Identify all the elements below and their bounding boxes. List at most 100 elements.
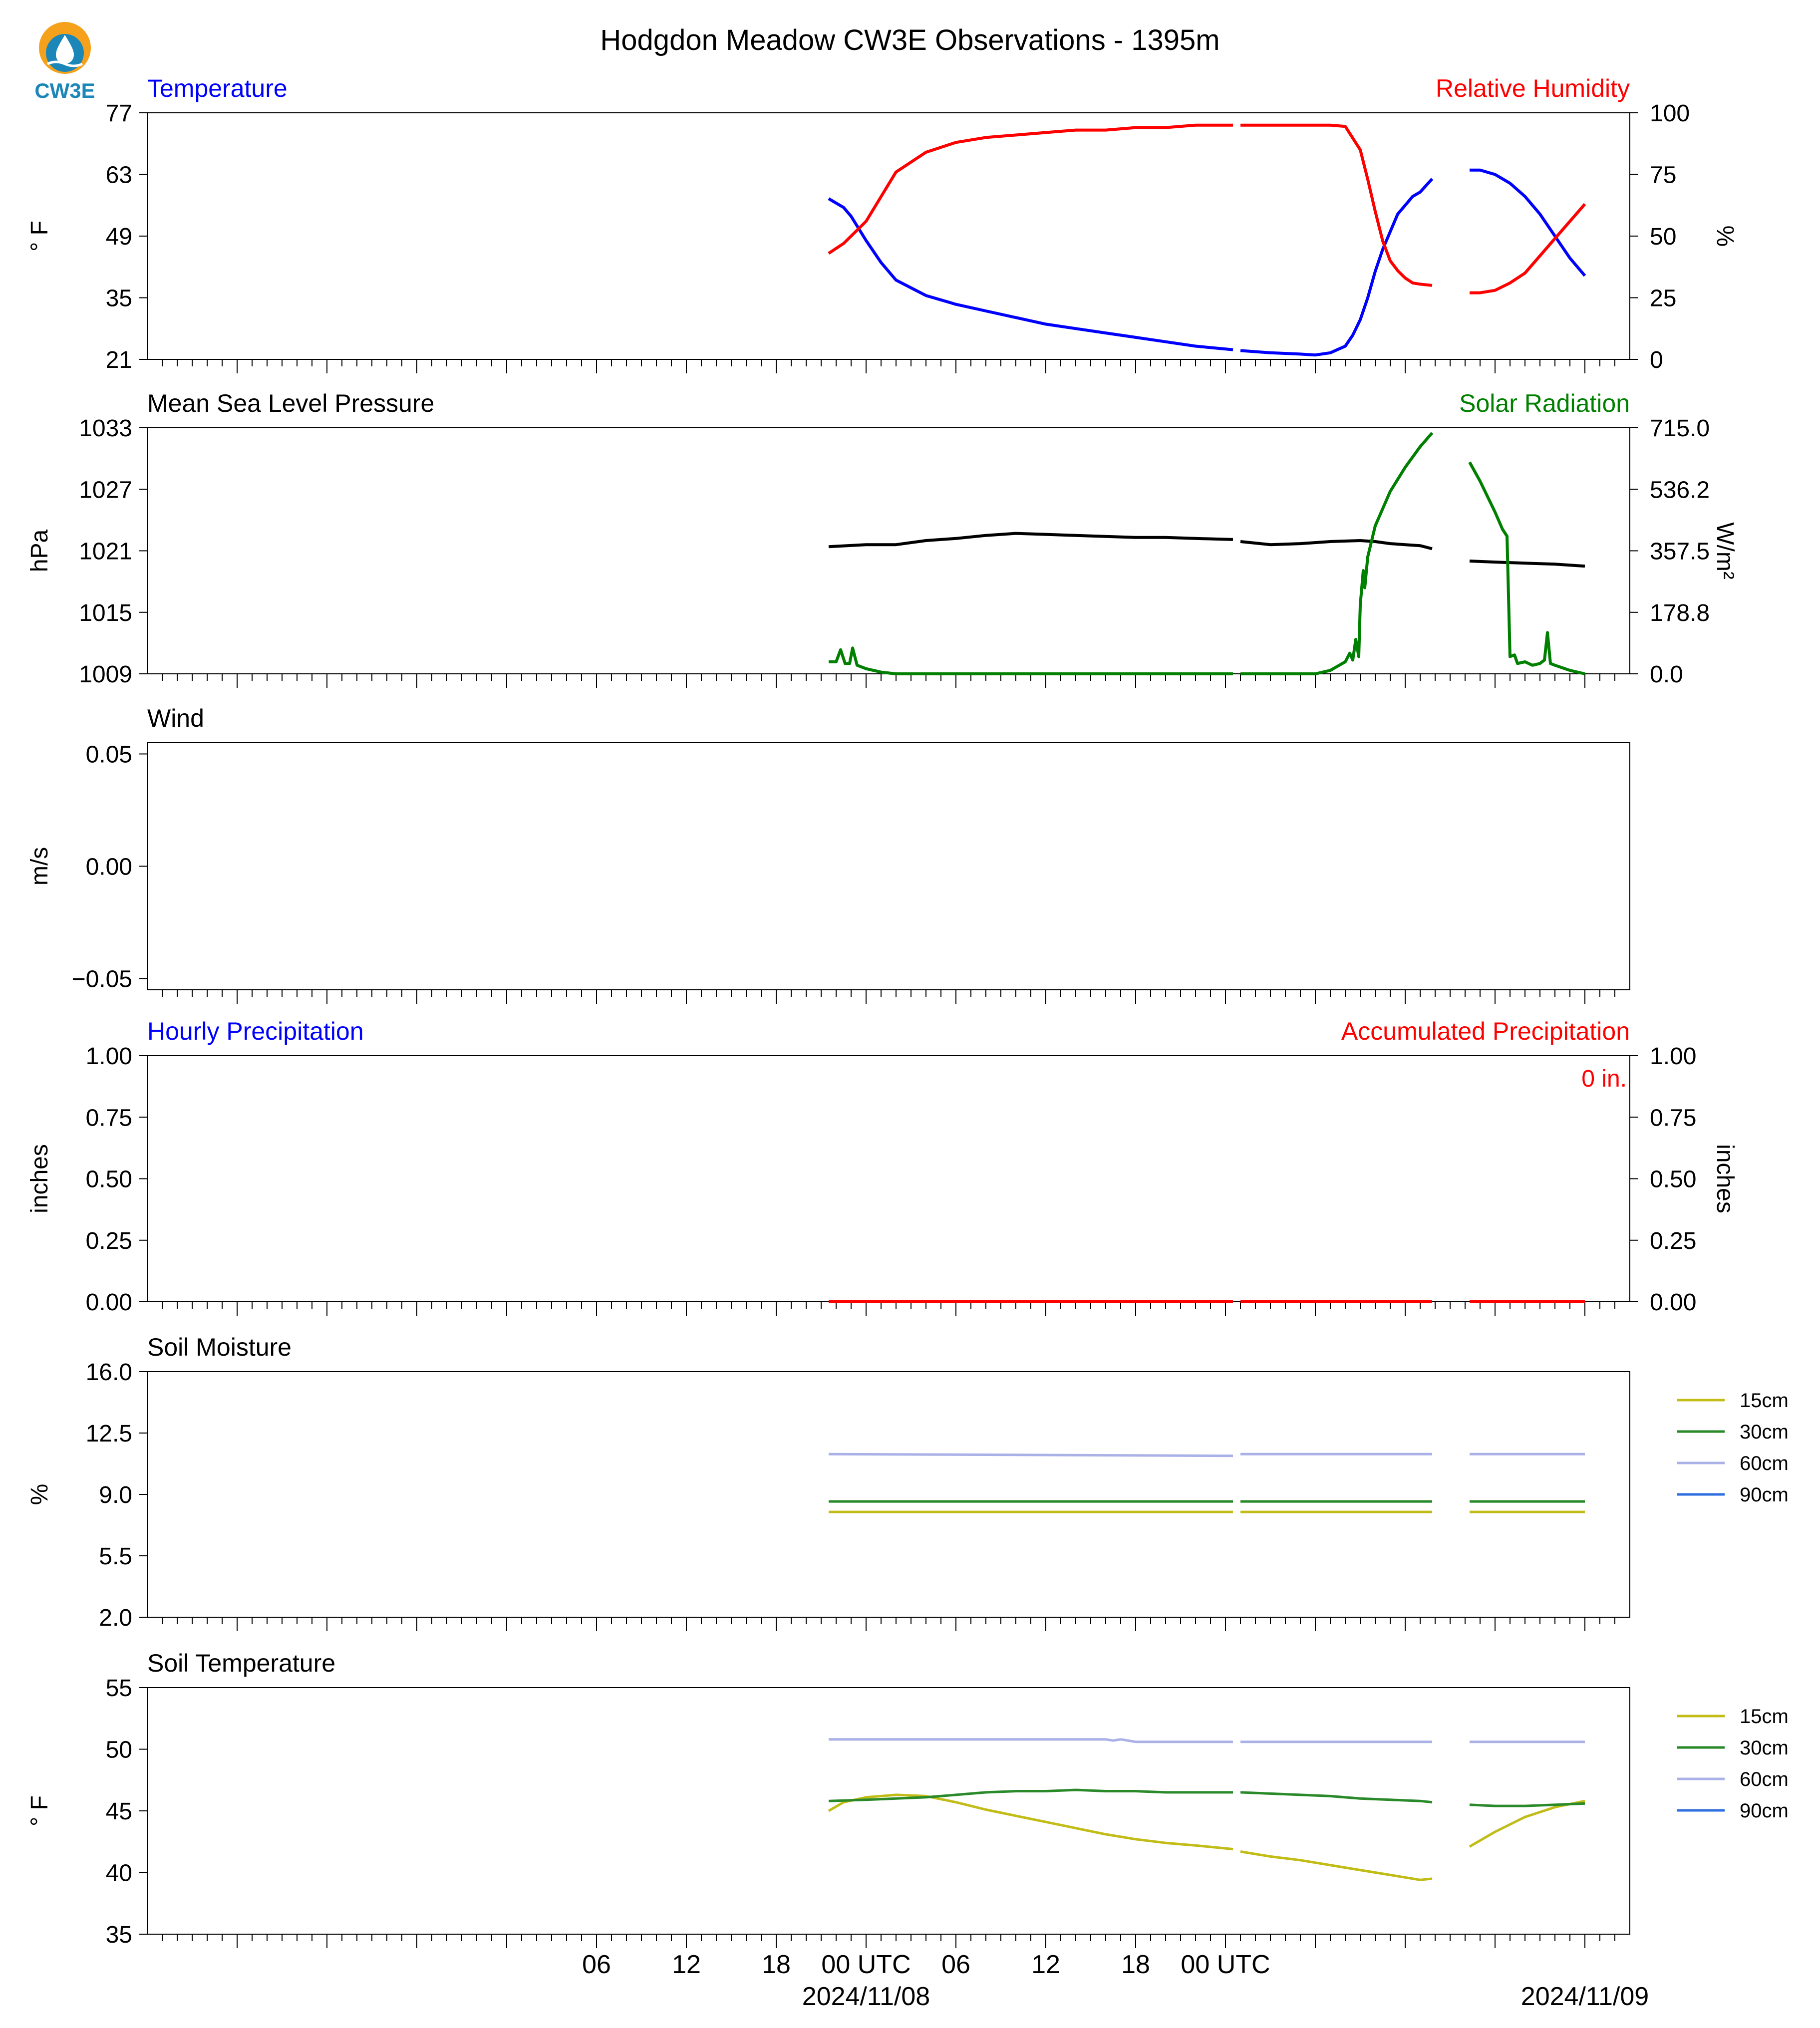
y-tick-label: 1.00 (86, 1043, 132, 1070)
accumulated-precip-total: 0 in. (1581, 1066, 1627, 1092)
y-tick-label: 63 (106, 162, 132, 189)
panel-title-right: Solar Radiation (1459, 389, 1630, 417)
y-tick-label: 0.50 (86, 1166, 132, 1193)
panel-6: Soil Temperature 55 50 45 40 35 ° F 15cm 30cm 60c… (26, 1649, 1789, 1948)
x-tick-label: 18 (1121, 1950, 1150, 1979)
y-tick-label-right: 75 (1650, 162, 1676, 189)
x-tick-label: 12 (1031, 1950, 1060, 1979)
y-axis-label-right: % (1712, 226, 1738, 247)
y-tick-label: 50 (106, 1737, 132, 1763)
series-line-left (828, 168, 1586, 357)
y-tick-label-right: 0.25 (1650, 1228, 1696, 1254)
panel-1: Temperature Relative Humidity 77 63 49 35 21 10… (26, 74, 1738, 373)
y-axis-label: m/s (26, 847, 53, 885)
y-tick-label: −0.05 (72, 966, 132, 993)
y-tick-label: 5.5 (99, 1543, 132, 1570)
y-tick-label: 77 (106, 100, 132, 127)
logo-text: CW3E (34, 79, 95, 102)
x-tick-label: 12 (672, 1950, 701, 1979)
y-tick-label: 1027 (79, 477, 132, 503)
y-tick-label: 9.0 (99, 1482, 132, 1508)
legend-label-15cm: 15cm (1740, 1706, 1789, 1728)
y-axis-label: hPa (26, 529, 53, 572)
y-axis-label-right: inches (1712, 1144, 1738, 1213)
y-tick-label: 0.75 (86, 1105, 132, 1131)
panel-title: Wind (147, 704, 204, 732)
y-axis-label: % (26, 1484, 53, 1505)
series-line-left (828, 532, 1585, 568)
y-tick-label-right: 0 (1650, 347, 1663, 373)
plot-frame (147, 112, 1630, 360)
y-tick-label: 0.25 (86, 1228, 132, 1254)
panel-title: Soil Moisture (147, 1333, 292, 1361)
legend-label-90cm: 90cm (1740, 1484, 1789, 1506)
plot-frame (147, 1687, 1630, 1935)
y-tick-label: 45 (106, 1798, 132, 1825)
y-tick-label-right: 0.75 (1650, 1105, 1696, 1131)
panel-3: Wind 0.05 0.00 −0.05 m/s (26, 704, 1630, 1004)
panel-title: Temperature (147, 74, 288, 102)
panel-title-right: Accumulated Precipitation (1341, 1017, 1630, 1045)
y-tick-label: 49 (106, 224, 132, 250)
y-tick-label: 12.5 (86, 1421, 132, 1447)
y-tick-label: 0.00 (86, 854, 132, 880)
x-tick-label: 18 (762, 1950, 791, 1979)
y-tick-label-right: 0.0 (1650, 661, 1683, 688)
y-tick-label-right: 178.8 (1650, 600, 1710, 626)
panel-title-right: Relative Humidity (1436, 74, 1630, 102)
legend-label-90cm: 90cm (1740, 1800, 1789, 1822)
y-axis-label-right: W/m² (1712, 522, 1738, 579)
x-tick-label: 06 (941, 1950, 970, 1979)
x-tick-label: 00 UTC (1181, 1950, 1270, 1979)
y-tick-label: 1009 (79, 661, 132, 688)
y-tick-label: 16.0 (86, 1359, 132, 1386)
x-tick-label: 00 UTC (821, 1950, 910, 1979)
y-tick-label-right: 357.5 (1650, 539, 1710, 565)
y-tick-label: 35 (106, 1922, 132, 1948)
legend-label-60cm: 60cm (1740, 1768, 1789, 1790)
plot-frame (147, 1055, 1630, 1302)
y-tick-label-right: 100 (1650, 100, 1690, 127)
y-tick-label-right: 25 (1650, 286, 1676, 312)
y-tick-label: 0.05 (86, 742, 132, 768)
x-axis: 06 12 18 00 UTC 06 12 18 00 UTC 2024/11/08 2024/1… (582, 1950, 1649, 2011)
legend-label-15cm: 15cm (1740, 1390, 1789, 1412)
plot-frame (147, 1371, 1630, 1618)
y-tick-label: 55 (106, 1675, 132, 1702)
y-tick-label: 1021 (79, 539, 132, 565)
legend-label-30cm: 30cm (1740, 1421, 1789, 1443)
series-line-60cm (828, 1452, 1585, 1457)
y-tick-label-right: 0.50 (1650, 1166, 1696, 1193)
panel-title: Mean Sea Level Pressure (147, 389, 434, 417)
panel-2: Mean Sea Level Pressure Solar Radiation 10… (26, 389, 1738, 688)
figure-title: Hodgdon Meadow CW3E Observations - 1395m (600, 24, 1219, 56)
series-line-right (828, 123, 1586, 294)
y-axis-label: ° F (26, 1795, 53, 1826)
y-tick-label-right: 50 (1650, 224, 1676, 250)
series-line-60cm (829, 1738, 1585, 1743)
y-tick-label-right: 0.00 (1650, 1289, 1696, 1316)
legend-label-30cm: 30cm (1740, 1737, 1789, 1759)
legend-label-60cm: 60cm (1740, 1452, 1789, 1474)
x-date-label: 2024/11/09 (1521, 1982, 1649, 2011)
y-tick-label-right: 536.2 (1650, 477, 1710, 503)
panel-title: Hourly Precipitation (147, 1017, 364, 1045)
y-tick-label: 1033 (79, 415, 132, 442)
panel-title: Soil Temperature (147, 1649, 335, 1677)
series-line-15cm (828, 1793, 1585, 1881)
y-tick-label: 40 (106, 1860, 132, 1887)
y-tick-label: 0.00 (86, 1289, 132, 1316)
y-tick-label: 21 (106, 347, 132, 373)
series-line-right (829, 432, 1585, 675)
plot-frame (147, 742, 1630, 990)
x-date-label: 2024/11/08 (802, 1982, 930, 2011)
y-tick-label-right: 715.0 (1650, 415, 1710, 442)
panel-4: Hourly Precipitation Accumulated Precipit… (26, 1017, 1738, 1316)
y-axis-label: inches (26, 1144, 53, 1213)
logo: CW3E (34, 22, 95, 102)
panel-5: Soil Moisture 16.0 12.5 9.0 5.5 2.0% 15cm 30cm 6… (26, 1333, 1789, 1631)
y-axis-label: ° F (26, 221, 53, 252)
y-tick-label: 35 (106, 286, 132, 312)
y-tick-label: 1015 (79, 600, 132, 626)
